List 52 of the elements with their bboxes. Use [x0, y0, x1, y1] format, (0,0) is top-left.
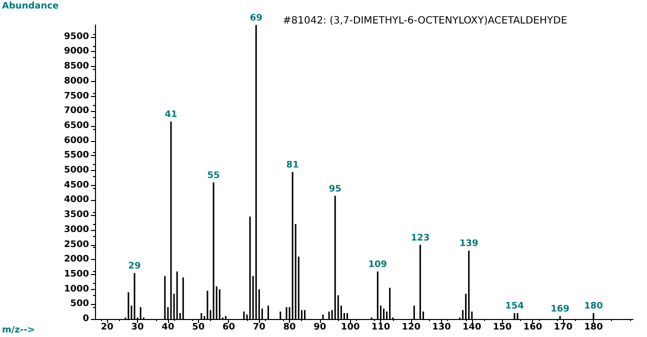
- annotation: 123: [410, 233, 430, 244]
- x-tick-label: 40: [162, 322, 174, 332]
- x-tick-label: 140: [462, 322, 482, 332]
- annotation: 139: [459, 239, 478, 250]
- y-tick-label: 1500: [64, 269, 89, 280]
- y-tick-label: 500: [70, 299, 89, 310]
- x-tick-label: 120: [402, 322, 421, 332]
- x-tick-label: 20: [100, 322, 114, 332]
- y-tick-label: 7500: [64, 91, 89, 102]
- annotation: 95: [328, 184, 342, 194]
- y-tick-label: 1000: [64, 284, 89, 294]
- y-tick-label: 3500: [64, 210, 89, 220]
- x-tick-label: 60: [222, 322, 236, 332]
- x-tick-label: 110: [371, 322, 390, 332]
- annotation: 169: [550, 304, 570, 315]
- annotation: 41: [164, 110, 178, 120]
- y-tick-label: 5000: [64, 166, 89, 176]
- x-tick-label: 70: [252, 322, 266, 332]
- annotation: 81: [286, 160, 299, 170]
- y-tick-label: 8500: [64, 62, 89, 72]
- y-tick-label: 6500: [64, 120, 89, 131]
- x-tick-label: 130: [432, 322, 451, 332]
- chart-title: #81042: (3,7-DIMETHYL-6-OCTENYLOXY)ACETALDEHYDE: [282, 16, 568, 26]
- x-tick-label: 90: [314, 322, 326, 332]
- y-tick-label: 0: [82, 314, 89, 324]
- y-tick-label: 4500: [64, 180, 89, 190]
- annotation: 55: [207, 170, 220, 181]
- x-tick-label: 50: [192, 322, 205, 332]
- x-tick-label: 170: [554, 322, 572, 332]
- y-tick-label: 5500: [64, 150, 89, 161]
- annotation: 180: [584, 302, 603, 312]
- y-tick-label: 7000: [64, 106, 89, 116]
- y-tick-label: 6000: [64, 136, 89, 146]
- x-tick-label: 150: [492, 322, 512, 332]
- y-tick-label: 9000: [64, 46, 89, 57]
- annotation: 69: [250, 14, 262, 24]
- x-tick-label: 80: [283, 322, 296, 332]
- annotation: 154: [505, 302, 524, 312]
- y-tick-label: 2000: [64, 254, 89, 265]
- x-tick-label: 160: [523, 322, 542, 332]
- y-tick-label: 8000: [64, 76, 89, 86]
- x-tick-label: 100: [340, 322, 360, 332]
- y-tick-label: 4000: [64, 195, 89, 206]
- x-tick-label: 180: [584, 322, 603, 332]
- y-tick-label: 9500: [64, 32, 89, 42]
- x-axis-title: m/z-->: [2, 326, 35, 336]
- x-tick-label: 30: [131, 322, 144, 332]
- y-tick-label: 2500: [64, 240, 89, 250]
- annotation: 109: [368, 260, 388, 270]
- annotation: 29: [128, 261, 141, 272]
- y-tick-label: 3000: [64, 224, 89, 235]
- y-axis-title: Abundance: [2, 2, 59, 12]
